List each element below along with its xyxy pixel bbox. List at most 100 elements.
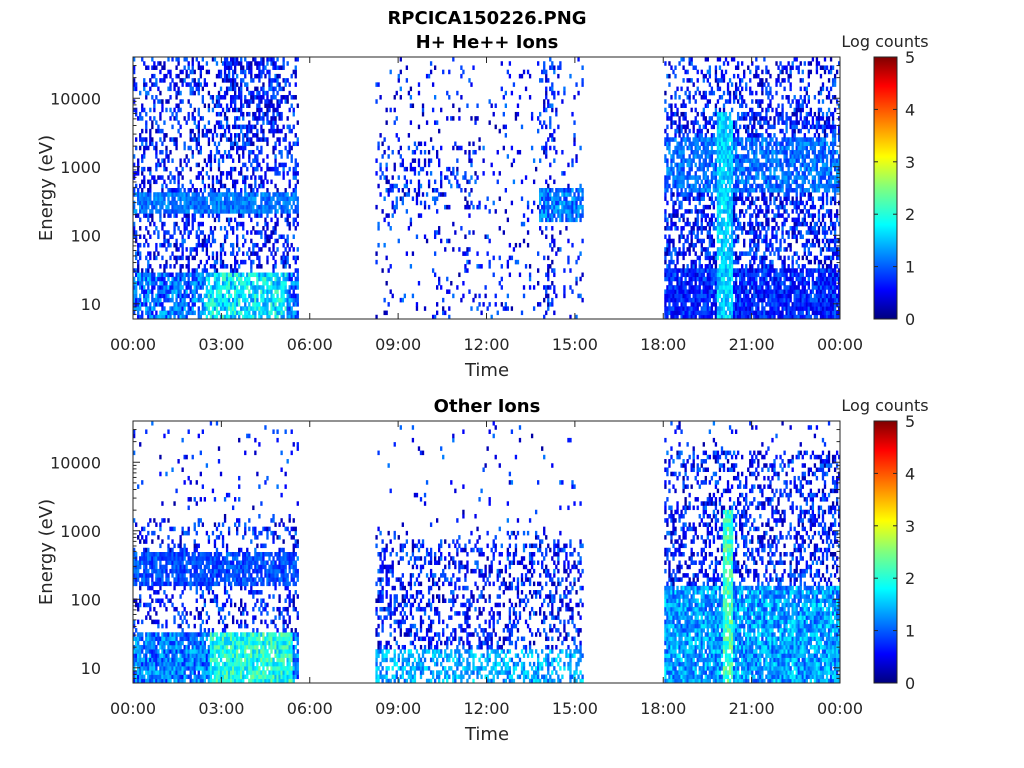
spectrogram-cell [199,285,202,290]
spectrogram-cell [522,293,526,299]
spectrogram-cell [551,247,554,252]
spectrogram-cell [504,103,507,109]
spectrogram-cell [173,204,176,210]
spectrogram-cell [739,221,742,227]
spectrogram-cell [238,272,241,278]
spectrogram-cell [282,137,285,142]
spectrogram-cell [171,192,174,197]
spectrogram-cell [442,310,445,316]
spectrogram-cell [704,124,707,130]
spectrogram-cell [739,314,742,319]
spectrogram-cell [700,209,703,214]
spectrogram-cell [468,141,471,147]
spectrogram-cell [282,251,285,256]
spectrogram-cell [229,154,233,159]
spectrogram-cell [446,238,449,244]
spectrogram-cell [187,259,190,265]
spectrogram-cell [163,133,166,138]
spectrogram-cell [145,272,148,278]
spectrogram-cell [734,141,738,147]
spectrogram-cell [680,302,683,307]
spectrogram-cell [743,221,746,227]
spectrogram-cell [692,141,695,147]
spectrogram-cell [276,285,279,290]
spectrogram-cell [290,310,293,316]
spectrogram-cell [201,200,204,206]
spectrogram-cell [217,310,221,316]
spectrogram-cell [270,78,273,83]
spectrogram-cell [266,204,269,210]
spectrogram-cell [682,183,685,189]
spectrogram-cell [175,116,178,121]
spectrogram-cell [256,137,259,142]
spectrogram-cell [177,183,180,189]
spectrogram-cell [254,196,257,201]
spectrogram-cell [734,128,738,134]
spectrogram-cell [698,255,701,261]
spectrogram-cell [191,86,194,92]
spectrogram-cell [143,149,146,155]
spectrogram-cell [391,200,394,206]
spectrogram-cell [244,238,247,244]
spectrogram-cell [278,302,281,307]
spectrogram-cell [680,188,683,193]
spectrogram-cell [698,280,701,286]
spectrogram-cell [258,306,261,311]
spectrogram-cell [240,57,243,62]
spectrogram-cell [199,230,202,235]
spectrogram-cell [185,162,188,168]
spectrogram-cell [292,285,295,290]
spectrogram-cell [147,297,150,303]
spectrogram-cell [231,247,235,252]
spectrogram-cell [234,204,237,210]
spectrogram-cell [425,171,429,176]
spectrogram-cell [215,120,219,125]
spectrogram-cell [225,73,229,79]
spectrogram-cell [201,99,204,104]
spectrogram-cell [575,259,578,265]
spectrogram-cell [221,78,225,83]
spectrogram-cell [252,297,255,303]
spectrogram-cell [399,162,402,168]
spectrogram-cell [133,82,136,87]
spectrogram-cell [694,221,697,227]
spectrogram-cell [702,209,705,214]
spectrogram-cell [231,183,235,189]
spectrogram-cell [498,280,501,286]
spectrogram-cell [161,314,164,319]
spectrogram-cell [231,314,235,319]
spectrogram-cell [718,133,722,138]
spectrogram-cell [238,145,241,151]
spectrogram-cell [700,238,703,244]
spectrogram-cell [702,175,705,180]
spectrogram-cell [292,293,295,299]
spectrogram-cell [209,192,213,197]
spectrogram-cell [468,230,471,235]
spectrogram-cell [175,65,178,70]
spectrogram-cell [149,276,152,282]
spectrogram-cell [256,103,259,109]
spectrogram-cell [403,293,406,299]
spectrogram-cell [215,213,219,218]
spectrogram-cell [674,73,677,79]
spectrogram-cell [417,82,421,87]
spectrogram-cell [666,188,669,193]
spectrogram-cell [268,289,271,294]
spectrogram-cell [541,213,544,218]
spectrogram-cell [391,175,394,180]
spectrogram-cell [266,196,269,201]
spectrogram-cell [246,166,249,172]
spectrogram-cell [256,116,259,121]
spectrogram-cell [272,103,275,109]
spectrogram-cell [482,158,485,163]
spectrogram-cell [690,272,693,278]
spectrogram-cell [563,268,566,273]
spectrogram-cell [205,268,209,273]
spectrogram-cell [504,188,507,193]
spectrogram-cell [280,293,283,299]
spectrogram-cell [702,285,705,290]
spectrogram-cell [167,192,170,197]
spectrogram-cell [704,141,707,147]
spectrogram-cell [189,200,192,206]
spectrogram-cell [153,99,156,104]
